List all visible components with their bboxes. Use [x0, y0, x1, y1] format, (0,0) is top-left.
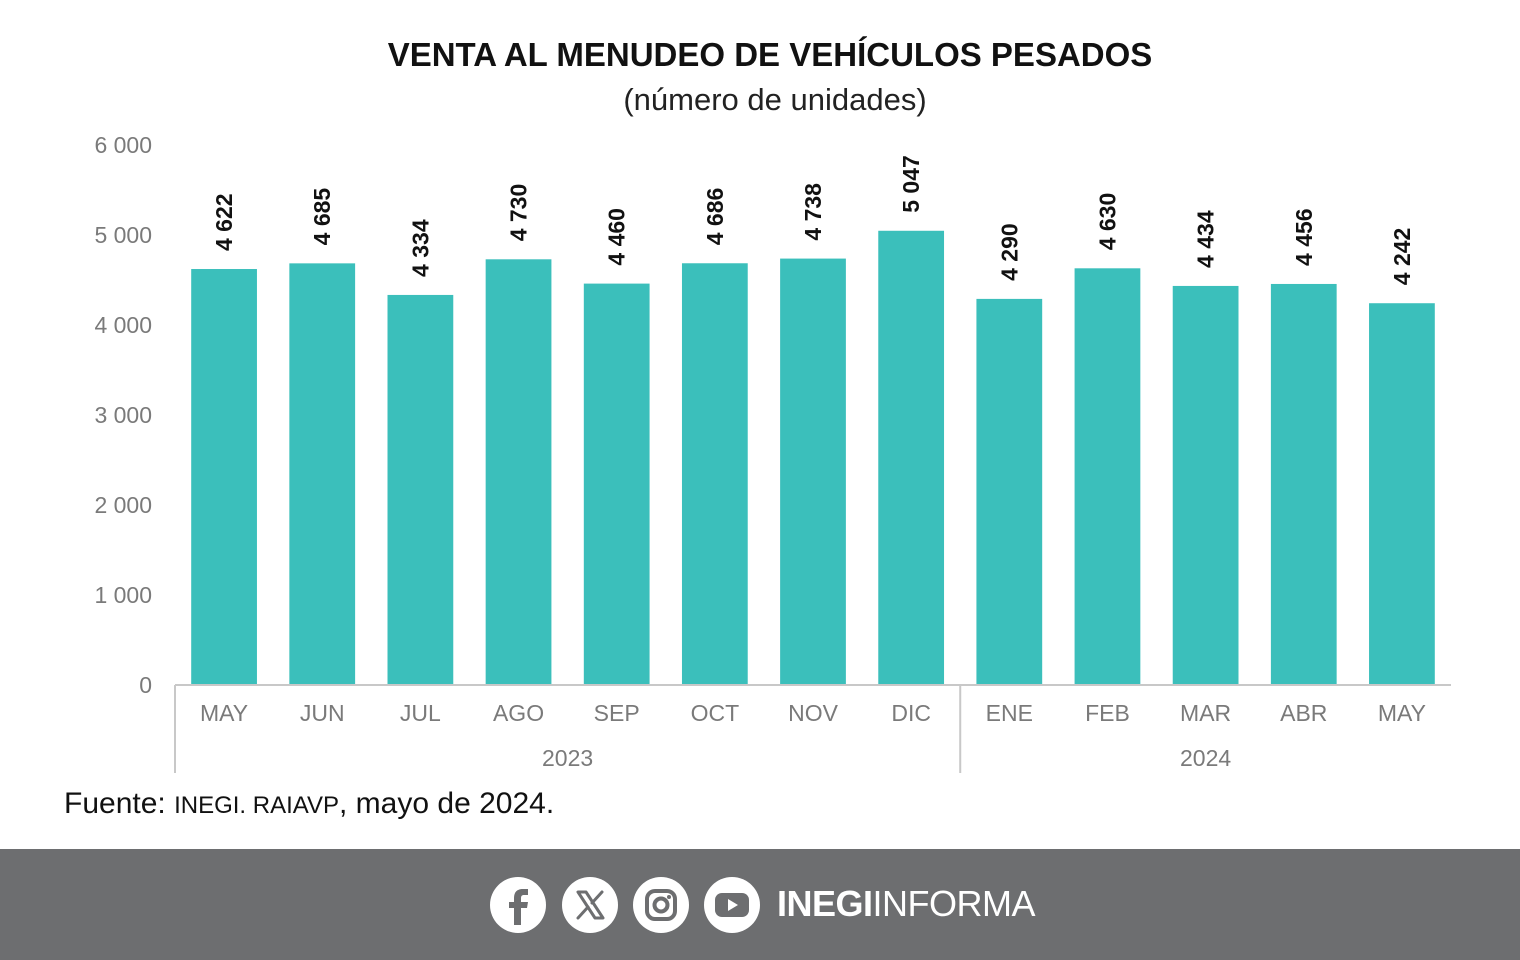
x-tick-label: MAY	[200, 700, 248, 726]
brand-regular: INFORMA	[872, 883, 1036, 924]
bar	[191, 269, 257, 685]
x-tick-label: MAY	[1378, 700, 1426, 726]
bar-chart: 0 1 000 2 000 3 000 4 000 5 000 6 000 4 622 MAY 4…	[94, 132, 1451, 773]
x-group-label: 2023	[542, 745, 593, 771]
bar	[1074, 268, 1141, 685]
bar	[583, 283, 650, 685]
x-tick-label: NOV	[788, 700, 839, 726]
source-suffix: , mayo de 2024.	[339, 787, 555, 820]
bar	[1369, 303, 1435, 685]
instagram-icon[interactable]	[633, 877, 689, 933]
bar	[681, 263, 748, 685]
y-tick-label: 5 000	[94, 222, 152, 248]
bar	[1270, 283, 1337, 685]
bar-value-label: 5 047	[898, 155, 924, 213]
bar-value-label: 4 290	[996, 223, 1022, 281]
bar-value-label: 4 334	[407, 219, 433, 277]
x-tick-label: JUL	[400, 700, 441, 726]
bar-value-label: 4 622	[211, 193, 237, 251]
bar	[878, 230, 945, 685]
x-tick-label: OCT	[691, 700, 740, 726]
bar	[976, 298, 1043, 685]
bar	[485, 259, 552, 685]
chart-subtitle: (número de unidades)	[623, 82, 927, 117]
x-tick-label: AGO	[493, 700, 544, 726]
x-tick-label: ENE	[986, 700, 1033, 726]
y-tick-label: 2 000	[94, 492, 152, 518]
x-tick-label: MAR	[1180, 700, 1231, 726]
y-tick-label: 6 000	[94, 132, 152, 158]
x-tick-label: SEP	[594, 700, 640, 726]
x-icon[interactable]	[562, 877, 618, 933]
y-tick-label: 0	[139, 672, 152, 698]
bar-value-label: 4 685	[309, 188, 335, 246]
brand-bold: INEGI	[777, 883, 873, 924]
source-org: INEGI. RAIAVP	[174, 792, 340, 819]
facebook-icon[interactable]	[490, 877, 546, 933]
bar	[780, 258, 846, 685]
x-tick-label: FEB	[1085, 700, 1130, 726]
bar-value-label: 4 456	[1291, 208, 1317, 266]
x-group-label: 2024	[1180, 745, 1231, 771]
bar-value-label: 4 242	[1389, 228, 1415, 286]
y-tick-label: 1 000	[94, 582, 152, 608]
inegi-informa-brand: INEGIINFORMA	[777, 883, 1036, 925]
bar	[289, 263, 356, 685]
x-tick-label: DIC	[891, 700, 931, 726]
y-tick-label: 3 000	[94, 402, 152, 428]
bar-value-label: 4 730	[506, 184, 532, 242]
youtube-icon[interactable]	[704, 877, 760, 933]
bar-value-label: 4 686	[702, 188, 728, 246]
bar-value-label: 4 434	[1193, 210, 1219, 268]
source-prefix: Fuente:	[64, 787, 175, 820]
bar	[387, 294, 454, 685]
bar-value-label: 4 460	[604, 208, 630, 266]
bar-value-label: 4 738	[800, 183, 826, 241]
x-tick-label: ABR	[1280, 700, 1327, 726]
footer-bar: INEGIINFORMA	[0, 849, 1520, 960]
chart-title: VENTA AL MENUDEO DE VEHÍCULOS PESADOS	[387, 36, 1153, 73]
bar-value-label: 4 630	[1094, 193, 1120, 251]
bar	[1172, 285, 1239, 685]
y-tick-label: 4 000	[94, 312, 152, 338]
x-tick-label: JUN	[300, 700, 345, 726]
source-note: Fuente: INEGI. RAIAVP, mayo de 2024.	[64, 787, 554, 821]
